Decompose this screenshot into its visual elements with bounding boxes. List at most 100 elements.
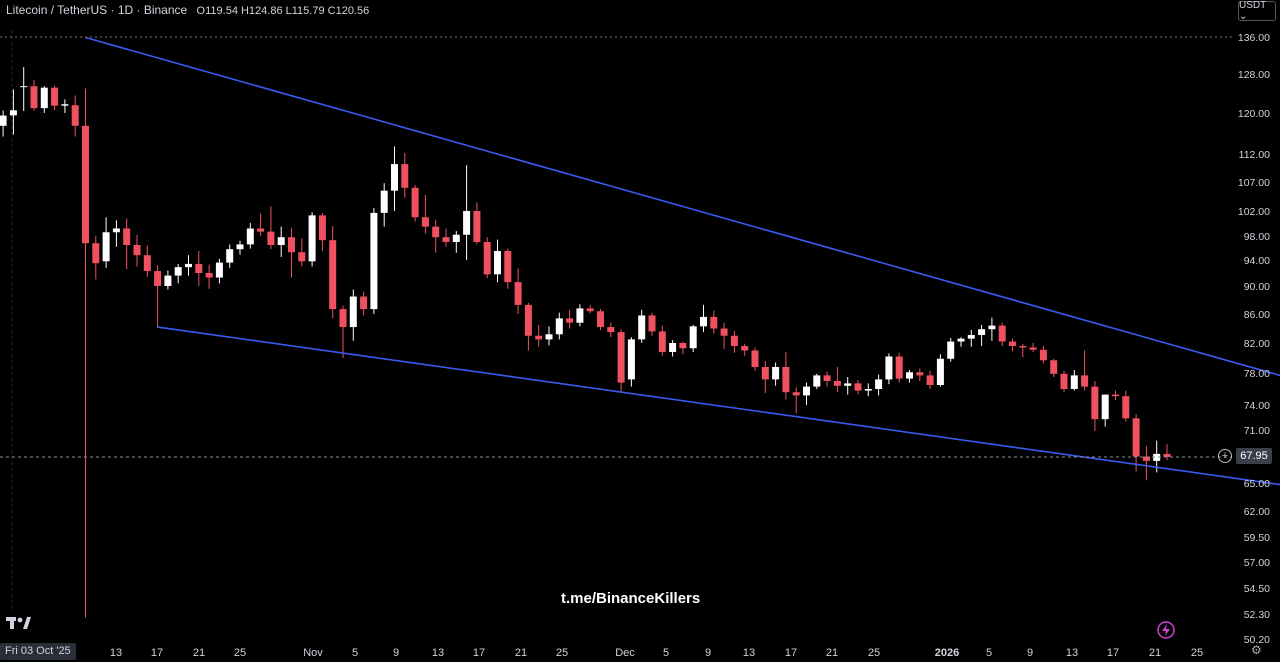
- candle-body: [1112, 394, 1119, 397]
- candle: [154, 265, 162, 328]
- candle-body: [9, 110, 17, 116]
- candle-body: [648, 315, 656, 332]
- candle: [236, 240, 244, 255]
- candle: [638, 309, 646, 343]
- y-tick-label: 82.00: [1244, 338, 1270, 350]
- lightning-icon[interactable]: [1157, 621, 1175, 644]
- candle-body: [1132, 418, 1140, 457]
- candle: [720, 322, 728, 349]
- candle: [277, 226, 285, 257]
- candle-body: [978, 329, 986, 336]
- y-tick-label: 107.00: [1238, 177, 1270, 189]
- candle: [483, 237, 491, 279]
- x-tick-label: 17: [151, 647, 163, 659]
- candle: [761, 361, 769, 393]
- plus-icon[interactable]: +: [1218, 449, 1232, 463]
- x-tick-label: 21: [1149, 647, 1161, 659]
- candle: [803, 382, 810, 405]
- candle-body: [689, 326, 697, 349]
- candle-body: [267, 231, 275, 245]
- candle: [988, 317, 996, 341]
- gear-icon[interactable]: ⚙: [1251, 643, 1262, 657]
- candle-body: [226, 249, 234, 263]
- candle-body: [823, 375, 831, 381]
- candle-body: [71, 105, 79, 126]
- candle: [854, 380, 862, 395]
- candle: [0, 110, 7, 137]
- candle-body: [957, 338, 965, 342]
- candle-body: [1009, 341, 1016, 346]
- time-axis[interactable]: 13 17 21 25 Nov 5 9 13 17 21 25 Dec 5 9 13 17 21 25 2026 5 9…: [110, 647, 1203, 659]
- candle: [123, 218, 131, 270]
- x-tick-label: 21: [826, 647, 838, 659]
- candle: [1163, 444, 1171, 461]
- tradingview-logo-icon[interactable]: [6, 615, 32, 636]
- candle-body: [700, 316, 707, 327]
- candle-body: [885, 356, 893, 380]
- candle-body: [761, 367, 769, 380]
- candle-body: [30, 86, 38, 109]
- candle-body: [1091, 386, 1099, 420]
- candle: [391, 146, 398, 211]
- candle: [772, 362, 780, 386]
- x-tick-label: 13: [432, 647, 444, 659]
- candle: [1060, 370, 1068, 393]
- candle: [30, 79, 38, 111]
- x-tick-label: 13: [743, 647, 755, 659]
- candle-body: [751, 350, 759, 367]
- candle-body: [524, 304, 532, 336]
- candle-body: [627, 339, 635, 380]
- candle: [360, 291, 368, 316]
- candle: [576, 304, 584, 327]
- y-tick-label: 120.00: [1238, 108, 1270, 120]
- candle: [906, 370, 913, 383]
- candle-body: [0, 115, 7, 126]
- candle-body: [906, 372, 913, 379]
- candle-body: [854, 383, 862, 391]
- candle-body: [40, 87, 48, 109]
- candle: [1122, 390, 1130, 422]
- candle: [411, 184, 419, 222]
- candle: [700, 304, 707, 333]
- chart-header: Litecoin / TetherUS · 1D · Binance O119.…: [6, 3, 369, 17]
- y-tick-label: 65.00: [1244, 478, 1270, 490]
- trendline-lower[interactable]: [157, 326, 1280, 493]
- trendlines-group: [85, 36, 1280, 493]
- watermark-text: t.me/BinanceKillers: [561, 590, 701, 607]
- candle-body: [833, 381, 841, 386]
- candle-body: [504, 251, 512, 283]
- trendline-upper[interactable]: [85, 36, 1280, 393]
- candle: [267, 206, 275, 250]
- candle: [82, 88, 89, 618]
- candle: [1019, 343, 1027, 358]
- price-axis[interactable]: 136.00 128.00 120.00 112.00 107.00 102.00 98.0…: [1238, 32, 1270, 646]
- candle: [40, 86, 48, 113]
- candle-body: [432, 226, 440, 238]
- candle: [617, 329, 625, 393]
- y-tick-label: 54.50: [1244, 583, 1270, 595]
- candle: [679, 341, 687, 355]
- candle-body: [380, 190, 388, 213]
- candle: [978, 324, 986, 346]
- ohlc-values: O119.54 H124.86 L115.79 C120.56: [196, 5, 370, 17]
- symbol-title[interactable]: Litecoin / TetherUS · 1D · Binance: [6, 3, 188, 17]
- candle-body: [51, 87, 59, 106]
- candle: [164, 270, 172, 290]
- y-tick-label: 50.20: [1244, 634, 1270, 646]
- candle-body: [92, 243, 100, 264]
- candle: [607, 322, 615, 338]
- x-tick-label: 21: [193, 647, 205, 659]
- candle-body: [947, 341, 955, 359]
- candle: [102, 217, 110, 268]
- currency-button[interactable]: USDT ⌄: [1238, 0, 1276, 22]
- candle-body: [864, 389, 872, 391]
- candle: [864, 383, 872, 397]
- candle: [473, 202, 481, 245]
- candle: [535, 324, 543, 347]
- candle: [833, 367, 841, 393]
- candle-body: [205, 273, 213, 278]
- candle-body: [1070, 375, 1078, 389]
- candle: [555, 312, 563, 340]
- candle-body: [988, 325, 996, 330]
